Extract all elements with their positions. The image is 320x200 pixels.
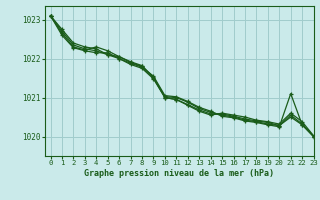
X-axis label: Graphe pression niveau de la mer (hPa): Graphe pression niveau de la mer (hPa) bbox=[84, 169, 274, 178]
